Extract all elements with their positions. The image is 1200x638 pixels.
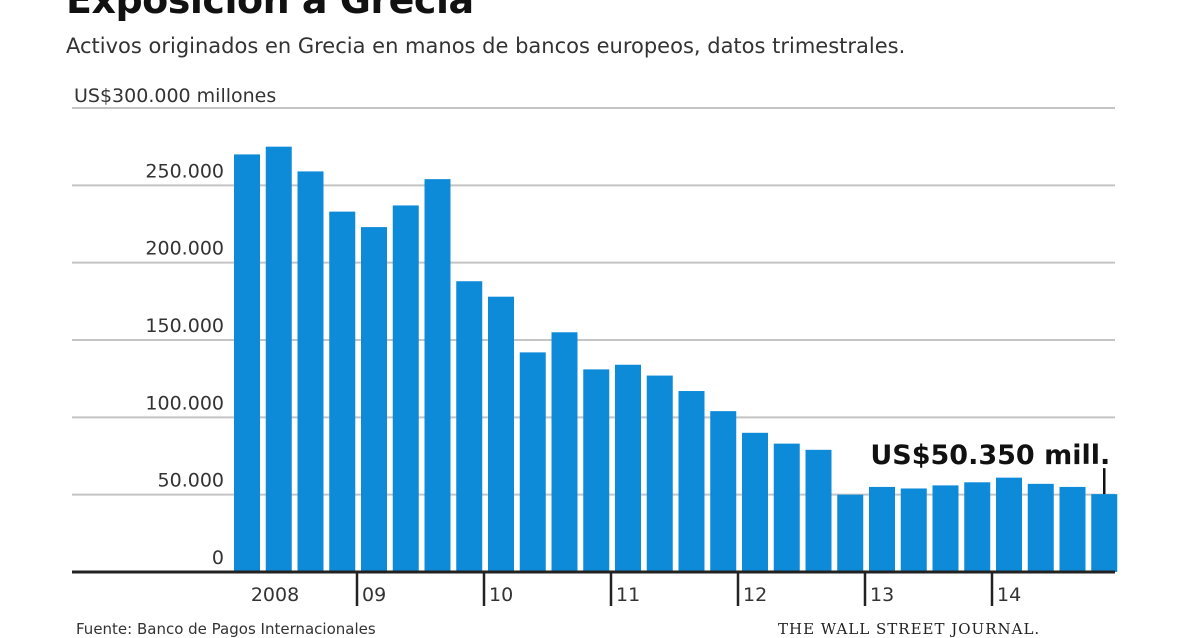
y-axis-unit-label: US$300.000 millones — [74, 85, 276, 107]
bar — [1091, 494, 1118, 572]
bar — [1027, 483, 1054, 572]
y-tick-label: 100.000 — [145, 392, 224, 414]
y-tick-label: 200.000 — [145, 238, 224, 260]
x-tick-label: 14 — [997, 584, 1021, 606]
y-tick-label: 50.000 — [158, 470, 224, 492]
x-tick-label: 2008 — [251, 584, 299, 606]
bar — [964, 482, 991, 572]
y-tick-label: 0 — [212, 547, 224, 569]
bar — [773, 443, 800, 572]
bar — [869, 486, 895, 572]
bar — [583, 369, 610, 572]
x-tick-label: 09 — [362, 584, 386, 606]
bar — [361, 227, 387, 573]
bar — [551, 332, 578, 572]
bar — [646, 375, 673, 572]
bar — [456, 281, 483, 572]
bar — [265, 146, 292, 572]
chart-subtitle: Activos originados en Grecia en manos de… — [66, 34, 906, 58]
bar — [805, 449, 832, 572]
bar — [678, 391, 705, 572]
bar — [932, 485, 959, 572]
bar — [329, 211, 356, 573]
bars — [234, 146, 1118, 573]
x-tick-label: 13 — [870, 584, 894, 606]
x-axis: 2008 09 10 11 12 13 14 — [72, 570, 1115, 606]
bar — [996, 477, 1022, 572]
chart-title: Exposición a Grecia — [66, 0, 474, 22]
bar — [615, 364, 641, 572]
bar — [234, 154, 260, 572]
bar — [519, 352, 546, 572]
bar — [900, 488, 927, 572]
x-tick-label: 12 — [743, 584, 767, 606]
annotation: US$50.350 mill. — [870, 440, 1110, 495]
annotation-label: US$50.350 mill. — [870, 440, 1110, 471]
x-tick-label: 10 — [489, 584, 513, 606]
bar — [742, 432, 768, 572]
bar — [297, 171, 324, 572]
y-axis-labels: 0 50.000 100.000 150.000 200.000 250.000 US$30… — [74, 85, 276, 569]
bar — [837, 494, 864, 572]
source-note: Fuente: Banco de Pagos Internacionales — [76, 620, 376, 638]
x-tick-label: 11 — [616, 584, 640, 606]
publisher-credit: THE WALL STREET JOURNAL. — [778, 620, 1041, 638]
bar — [710, 411, 737, 572]
y-tick-label: 250.000 — [145, 160, 224, 182]
y-tick-label: 150.000 — [145, 315, 224, 337]
bar — [392, 205, 419, 572]
bar — [424, 179, 451, 572]
bar — [488, 296, 514, 572]
bar — [1059, 486, 1086, 572]
